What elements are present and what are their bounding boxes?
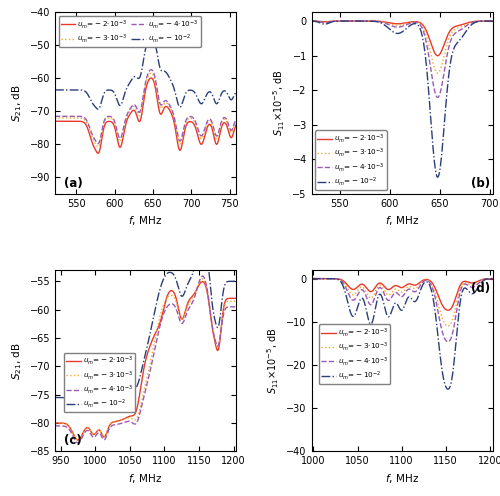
X-axis label: $f$, MHz: $f$, MHz bbox=[385, 472, 419, 485]
Legend: $u_m\!=\!-2{\cdot}10^{-3}$, $u_m\!=\!-3{\cdot}10^{-3}$, $u_m\!=\!-4{\cdot}10^{-3: $u_m\!=\!-2{\cdot}10^{-3}$, $u_m\!=\!-3{… bbox=[316, 130, 386, 190]
Y-axis label: $S_{21}$, dB: $S_{21}$, dB bbox=[10, 84, 24, 122]
X-axis label: $f$, MHz: $f$, MHz bbox=[385, 214, 419, 227]
Text: (b): (b) bbox=[471, 177, 490, 189]
Y-axis label: $S_{11}{\times}10^{-5}$, dB: $S_{11}{\times}10^{-5}$, dB bbox=[265, 327, 281, 394]
Text: (d): (d) bbox=[471, 282, 490, 295]
Legend: $u_m\!=\!-2{\cdot}10^{-3}$, $u_m\!=\!-3{\cdot}10^{-3}$, $u_m\!=\!-4{\cdot}10^{-3: $u_m\!=\!-2{\cdot}10^{-3}$, $u_m\!=\!-3{… bbox=[64, 353, 136, 412]
Y-axis label: $S_{11}{\times}10^{-5}$, dB: $S_{11}{\times}10^{-5}$, dB bbox=[272, 70, 287, 136]
X-axis label: $f$, MHz: $f$, MHz bbox=[128, 472, 162, 485]
Text: (c): (c) bbox=[64, 434, 82, 447]
Legend: $u_m\!=\!-2{\cdot}10^{-3}$, $u_m\!=\!-3{\cdot}10^{-3}$, $u_m\!=\!-4{\cdot}10^{-3: $u_m\!=\!-2{\cdot}10^{-3}$, $u_m\!=\!-3{… bbox=[319, 324, 390, 384]
X-axis label: $f$, MHz: $f$, MHz bbox=[128, 214, 162, 227]
Legend: $u_m\!=\!-2{\cdot}10^{-3}$, $u_m\!=\!-3{\cdot}10^{-3}$, $u_m\!=\!-4{\cdot}10^{-3: $u_m\!=\!-2{\cdot}10^{-3}$, $u_m\!=\!-3{… bbox=[58, 16, 201, 47]
Text: (a): (a) bbox=[64, 177, 83, 189]
Y-axis label: $S_{21}$, dB: $S_{21}$, dB bbox=[10, 342, 24, 379]
